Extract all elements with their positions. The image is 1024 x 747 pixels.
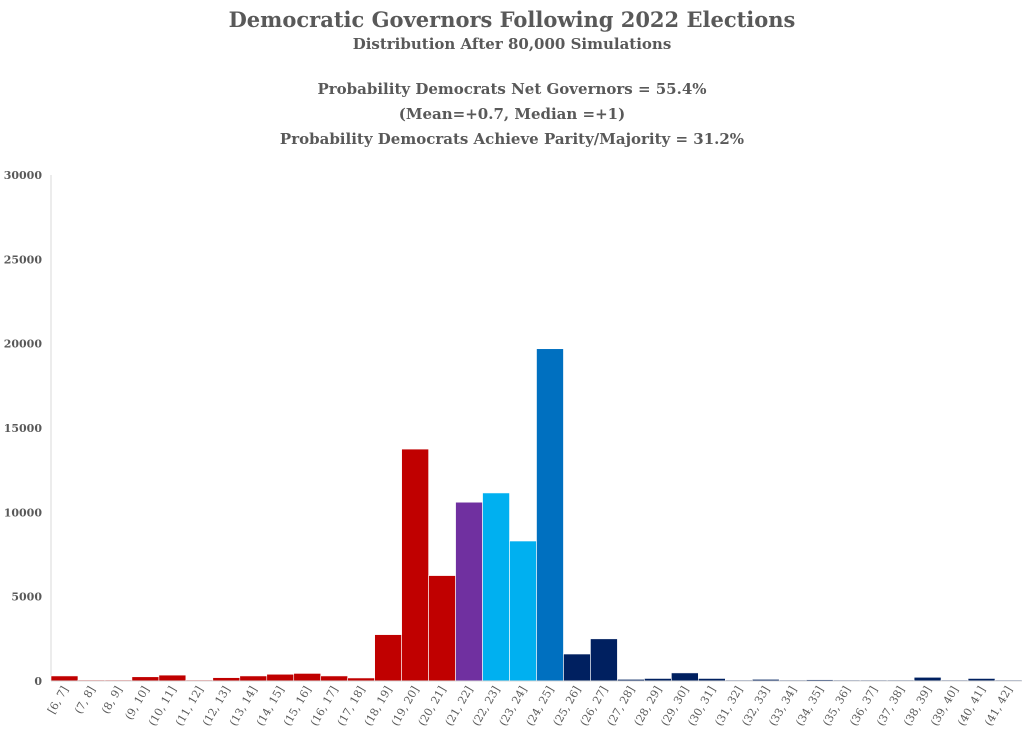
x-tick-label: (8, 9] xyxy=(99,684,125,716)
stat-line-probability-net: Probability Democrats Net Governors = 55… xyxy=(317,80,707,98)
y-axis: 0 5000 10000 15000 20000 25000 30000 xyxy=(4,169,52,688)
bar xyxy=(590,638,618,682)
bar xyxy=(50,675,79,682)
bar xyxy=(212,677,241,682)
bar xyxy=(131,676,160,682)
stat-line-mean-median: (Mean=+0.7, Median =+1) xyxy=(398,105,626,123)
bar xyxy=(509,540,537,682)
bar xyxy=(536,348,564,682)
bar xyxy=(293,673,322,682)
chart-title: Democratic Governors Following 2022 Elec… xyxy=(228,7,796,32)
bar xyxy=(428,575,456,682)
bar xyxy=(374,634,402,682)
bar xyxy=(266,673,295,682)
bars xyxy=(50,348,1023,682)
bar xyxy=(401,448,429,682)
bar xyxy=(239,675,268,682)
chart-subtitle: Distribution After 80,000 Simulations xyxy=(352,35,672,53)
x-tick-label: (9, 10] xyxy=(122,684,152,722)
bar xyxy=(455,501,483,682)
y-tick-label: 25000 xyxy=(4,253,43,266)
y-tick-label: 5000 xyxy=(11,591,42,604)
y-tick-label: 20000 xyxy=(4,338,43,351)
x-tick-label: [6, 7] xyxy=(45,684,71,716)
y-tick-label: 10000 xyxy=(4,506,43,519)
y-tick-label: 15000 xyxy=(4,422,43,435)
y-tick-label: 30000 xyxy=(4,169,43,182)
bar xyxy=(913,676,942,682)
bar xyxy=(158,674,187,682)
x-tick-label: (7, 8] xyxy=(72,684,98,716)
stat-line-probability-parity: Probability Democrats Achieve Parity/Maj… xyxy=(279,130,745,148)
bar xyxy=(320,675,348,682)
chart-titles: Democratic Governors Following 2022 Elec… xyxy=(0,6,1024,152)
bar xyxy=(671,672,699,682)
bar xyxy=(482,492,510,682)
x-axis: [6, 7] (7, 8] (8, 9](9, 10](10, 11](11, 12… xyxy=(45,680,1022,728)
bar xyxy=(563,653,591,682)
y-tick-label: 0 xyxy=(34,675,42,688)
